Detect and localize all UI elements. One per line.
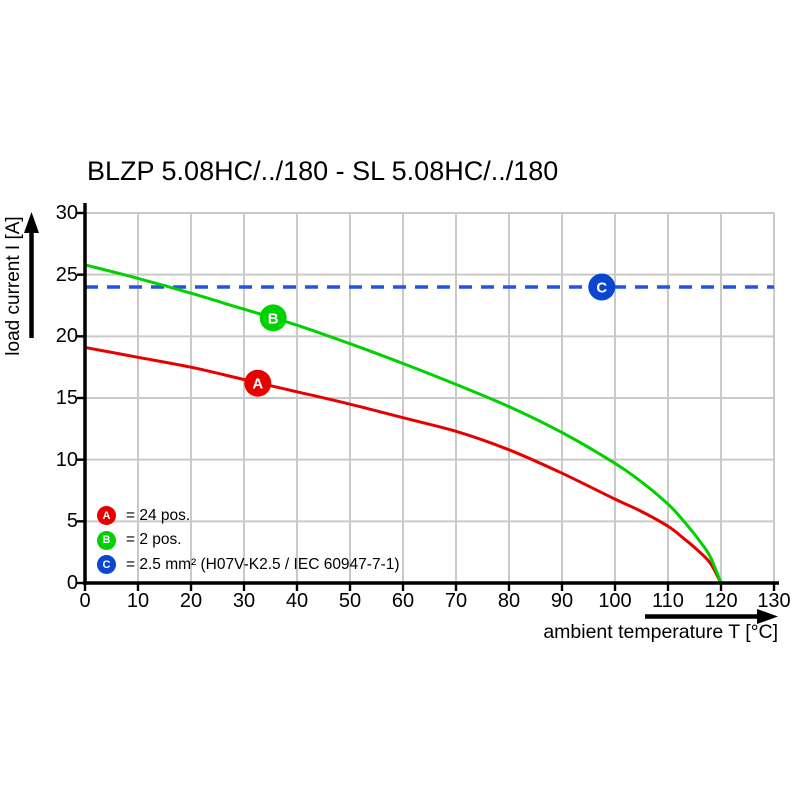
svg-text:B: B [268, 310, 279, 327]
x-tick-label: 0 [79, 590, 91, 612]
x-tick-label: 10 [126, 590, 150, 612]
x-tick-label: 50 [338, 590, 362, 612]
x-tick-label: 100 [598, 590, 632, 612]
legend-label-c: = 2.5 mm² (H07V-K2.5 / IEC 60947-7-1) [126, 555, 400, 573]
chart-title: BLZP 5.08HC/../180 - SL 5.08HC/../180 [87, 156, 559, 186]
x-tick-label: 70 [444, 590, 468, 612]
y-tick-label: 30 [55, 202, 78, 224]
x-tick-label: 80 [497, 590, 521, 612]
x-tick-label: 20 [179, 590, 203, 612]
legend-marker-a-icon: A [97, 506, 116, 525]
x-tick-label: 120 [704, 590, 738, 612]
legend-item-c: C = 2.5 mm² (H07V-K2.5 / IEC 60947-7-1) [97, 553, 400, 576]
x-tick-label: 60 [391, 590, 415, 612]
legend-label-b: = 2 pos. [126, 531, 182, 548]
x-tick-label: 40 [285, 590, 309, 612]
y-tick-label: 10 [55, 449, 78, 471]
y-tick-label: 25 [55, 264, 78, 286]
x-tick-label: 110 [652, 590, 684, 612]
x-tick-label: 90 [550, 590, 574, 612]
x-tick-label: 130 [757, 590, 791, 612]
legend-marker-c-icon: C [97, 555, 116, 574]
y-tick-label: 0 [66, 572, 78, 594]
y-tick-label: 5 [66, 510, 78, 532]
y-tick-label: 20 [55, 325, 78, 347]
y-axis-label: load current I [A] [3, 216, 24, 356]
x-axis-label: ambient temperature T [°C] [543, 621, 778, 643]
svg-text:A: A [252, 376, 263, 393]
legend-label-a: = 24 pos. [126, 506, 191, 524]
svg-text:C: C [596, 280, 607, 297]
legend-marker-b-icon: B [97, 530, 116, 550]
legend-item-a: A = 24 pos. [97, 504, 190, 527]
y-tick-label: 15 [55, 387, 78, 409]
x-tick-label: 30 [232, 590, 256, 612]
legend-item-b: B = 2 pos. [97, 529, 182, 552]
